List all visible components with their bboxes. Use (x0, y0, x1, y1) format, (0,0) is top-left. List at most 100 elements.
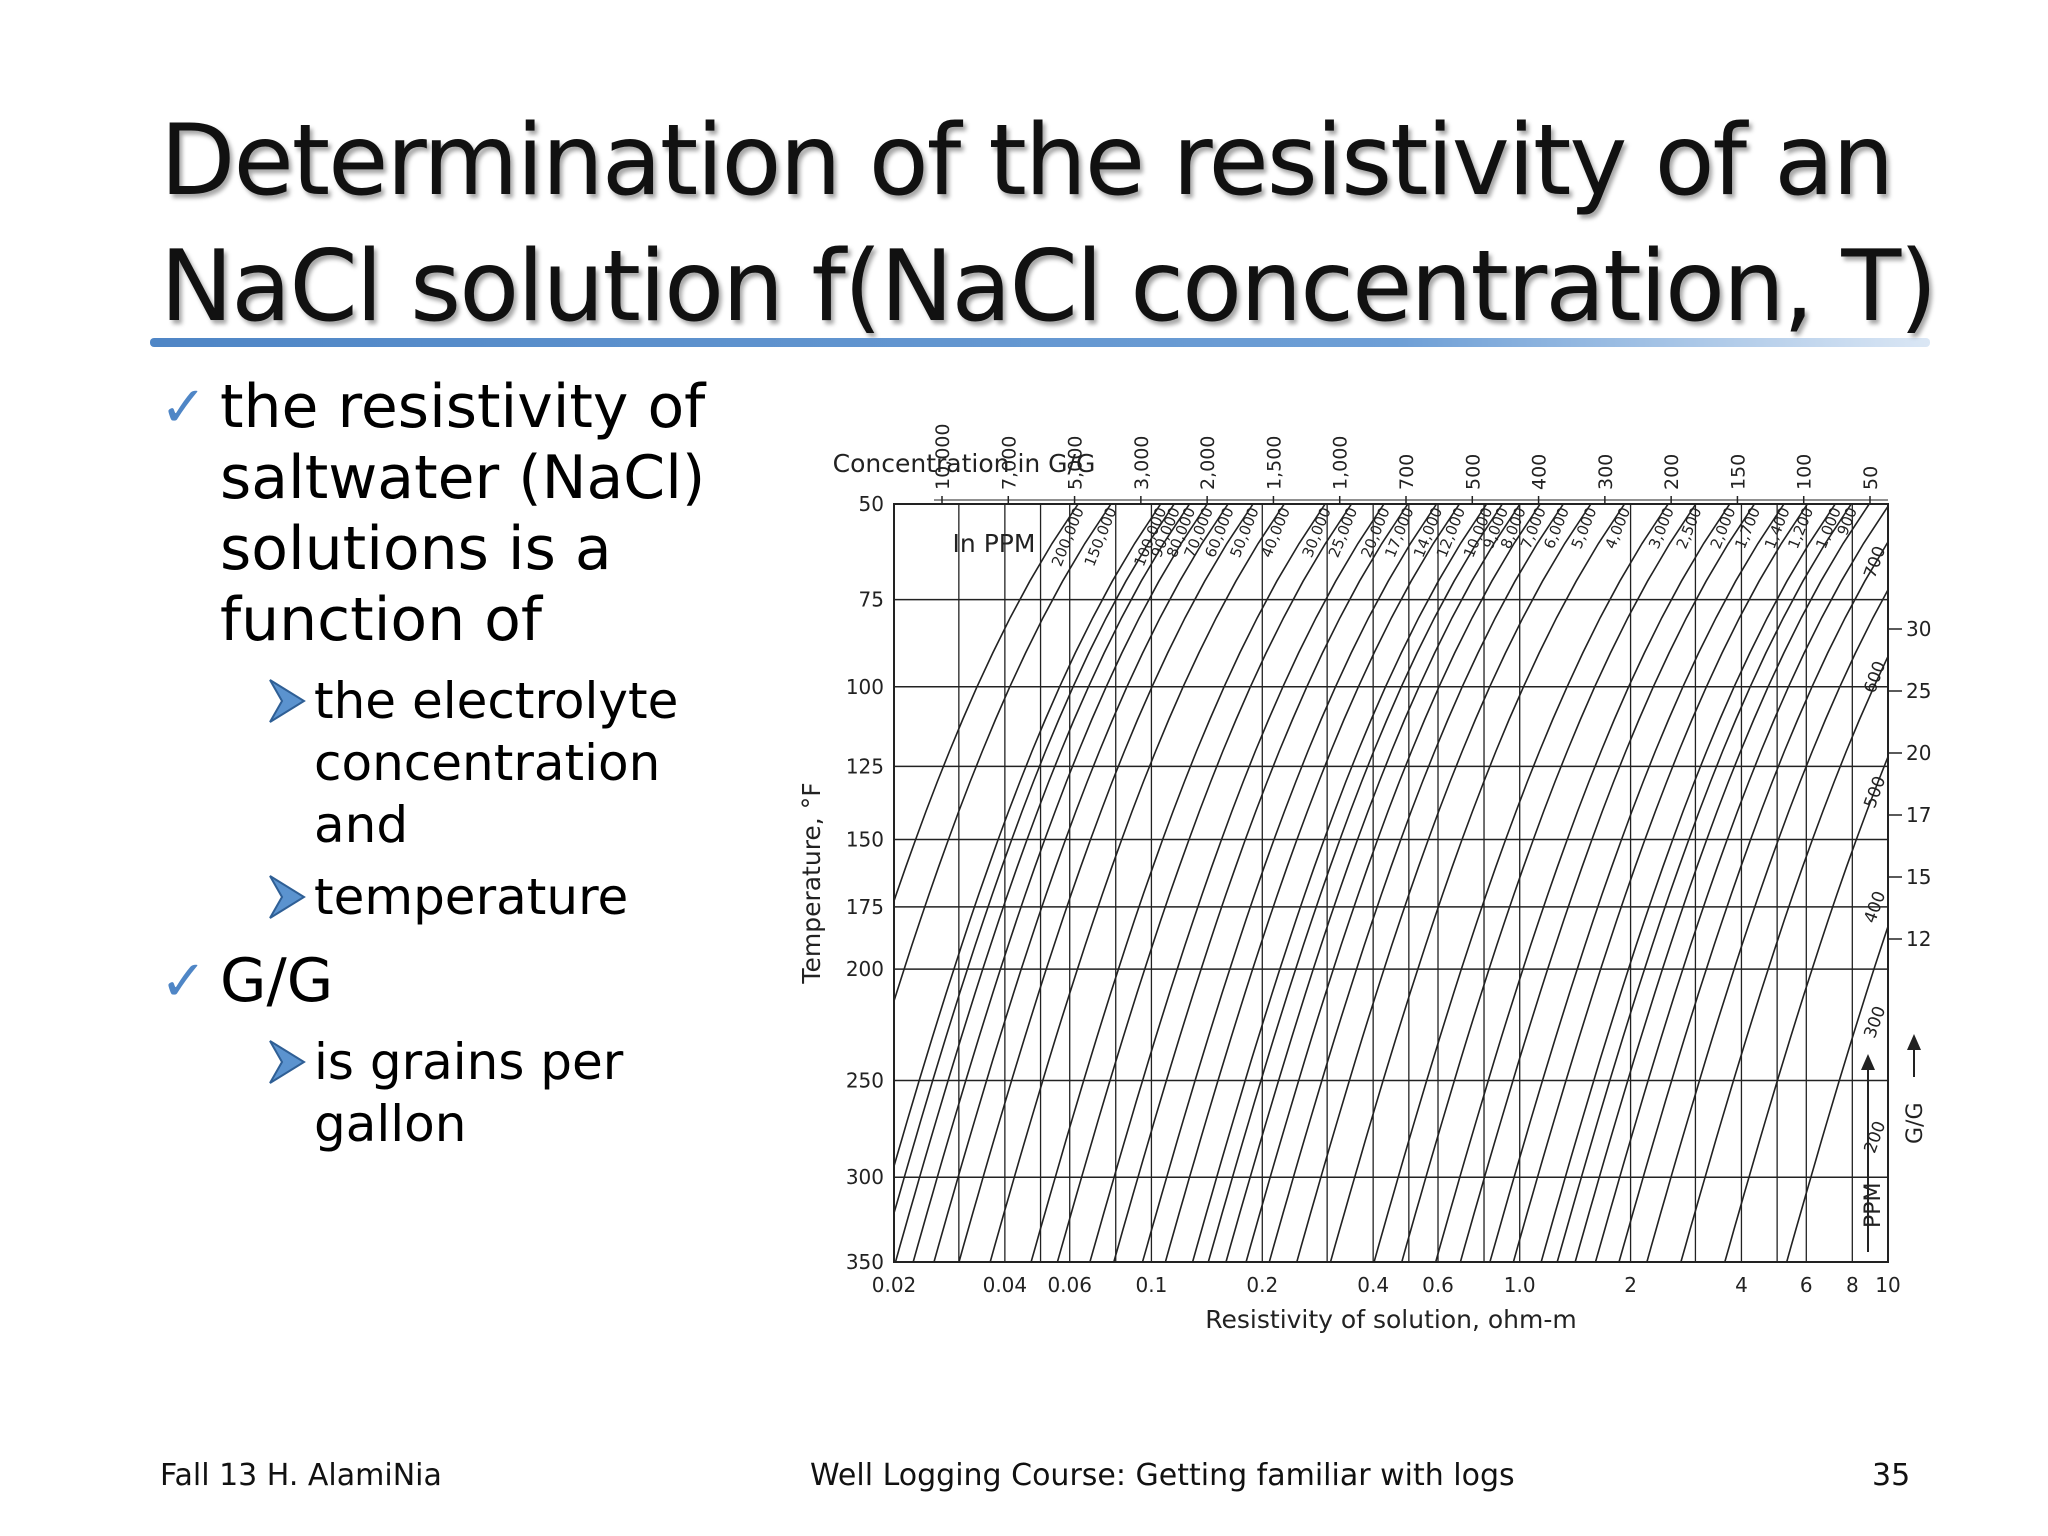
salinity-curve (1164, 504, 1461, 1262)
bullet-text: the resistivity of saltwater (NaCl) solu… (220, 372, 706, 655)
salinity-curve (1373, 504, 1669, 1262)
salinity-curve (1225, 504, 1521, 1262)
y-tick-label: 150 (846, 828, 884, 852)
concentration-tick-label: 400 (1529, 454, 1551, 490)
salinity-curve (1785, 923, 1888, 1262)
ppm-label: In PPM (953, 529, 1036, 558)
ppm-curve-label: 40,000 (1258, 505, 1294, 560)
y-tick-label: 175 (846, 895, 884, 919)
x-tick-label: 0.4 (1357, 1273, 1389, 1297)
sub-bullet-item: temperature (268, 866, 720, 928)
concentration-tick-label: 5,000 (1065, 436, 1087, 490)
title-underline (150, 338, 1930, 347)
salinity-curve (1207, 504, 1503, 1262)
x-tick-label: 0.2 (1246, 1273, 1278, 1297)
salinity-curve (894, 504, 1175, 1217)
salinity-curve (1618, 540, 1888, 1262)
bullet-list: ✓ the resistivity of saltwater (NaCl) so… (160, 372, 720, 1165)
salinity-curve (958, 504, 1254, 1262)
sub-bullet-text: the electrolyte concentration and (314, 672, 679, 854)
x-tick-label: 1.0 (1504, 1273, 1536, 1297)
concentration-tick-label: 100 (1794, 454, 1816, 490)
bullet-item: ✓ the resistivity of saltwater (NaCl) so… (160, 372, 720, 656)
arrow-bullet-icon (268, 1037, 306, 1099)
salinity-curve (1680, 654, 1888, 1262)
checkmark-icon: ✓ (160, 949, 207, 1014)
x-tick-label: 0.6 (1422, 1273, 1454, 1297)
x-tick-label: 0.04 (983, 1273, 1028, 1297)
arrow-bullet-icon (268, 676, 306, 738)
concentration-tick-label: 500 (1462, 454, 1484, 490)
salinity-curve (894, 504, 1112, 1004)
salinity-curve (894, 504, 1162, 1170)
concentration-tick-label: 2,000 (1197, 436, 1219, 490)
right-gg-label: 20 (1906, 741, 1931, 765)
y-tick-label: 50 (859, 492, 884, 516)
right-ppm-label: 400 (1860, 889, 1890, 926)
salinity-curve (1056, 504, 1353, 1262)
salinity-curve (894, 504, 1079, 904)
right-ppm-label: 300 (1860, 1004, 1890, 1041)
salinity-curve (1434, 504, 1731, 1262)
y-tick-label: 300 (846, 1165, 884, 1189)
salinity-curve (1089, 504, 1385, 1262)
right-gg-label: 12 (1906, 927, 1931, 951)
gg-arrow-label: G/G (1903, 1102, 1928, 1144)
x-tick-label: 4 (1735, 1273, 1748, 1297)
salinity-curve (1459, 504, 1756, 1262)
concentration-tick-label: 3,000 (1131, 436, 1153, 490)
title-line-2: NaCl solution f(NaCl concentration, T) (160, 230, 1937, 344)
salinity-curve (1113, 504, 1409, 1262)
salinity-curve (1646, 588, 1888, 1262)
right-gg-label: 25 (1906, 679, 1931, 703)
right-ppm-label: 200 (1860, 1119, 1890, 1156)
x-tick-label: 10 (1875, 1273, 1900, 1297)
x-tick-label: 0.1 (1136, 1273, 1168, 1297)
salinity-curve (1594, 504, 1888, 1262)
y-tick-label: 100 (846, 675, 884, 699)
salinity-curve (1245, 504, 1541, 1262)
title-line-1: Determination of the resistivity of an (160, 104, 1894, 218)
concentration-tick-label: 7,000 (998, 436, 1020, 490)
slide-number: 35 (1872, 1458, 1911, 1493)
salinity-curve (912, 504, 1208, 1262)
footer-left: Fall 13 H. AlamiNia (160, 1458, 442, 1493)
salinity-curve (1191, 504, 1488, 1262)
concentration-tick-label: 10,000 (932, 424, 954, 490)
salinity-curve (1556, 504, 1852, 1262)
concentration-tick-label: 1,500 (1263, 436, 1285, 490)
arrow-bullet-icon (268, 872, 306, 934)
ppm-arrow-head (1861, 1054, 1875, 1070)
bullet-text: G/G (220, 946, 334, 1016)
concentration-tick-label: 300 (1595, 454, 1617, 490)
right-ppm-label: 600 (1860, 659, 1890, 696)
y-tick-label: 250 (846, 1069, 884, 1093)
y-tick-label: 125 (846, 754, 884, 778)
salinity-curve (989, 504, 1285, 1262)
x-tick-label: 2 (1624, 1273, 1637, 1297)
salinity-curve (933, 504, 1229, 1262)
x-axis-title: Resistivity of solution, ohm-m (1205, 1305, 1576, 1334)
salinity-curve (1489, 504, 1785, 1262)
y-tick-label: 350 (846, 1250, 884, 1274)
salinity-curve (894, 504, 1191, 1262)
right-gg-label: 30 (1906, 617, 1931, 641)
x-tick-label: 0.06 (1047, 1273, 1092, 1297)
gg-arrow-head (1907, 1034, 1921, 1050)
concentration-tick-label: 700 (1396, 454, 1418, 490)
x-tick-label: 6 (1800, 1273, 1813, 1297)
right-ppm-label: 700 (1860, 544, 1890, 581)
sub-bullet-item: is grains per gallon (268, 1031, 720, 1155)
salinity-curve (1296, 504, 1592, 1262)
right-gg-label: 17 (1906, 803, 1931, 827)
salinity-curve (1512, 504, 1809, 1262)
y-tick-label: 75 (859, 588, 884, 612)
concentration-tick-label: 1,000 (1330, 436, 1352, 490)
salinity-curve (1574, 504, 1870, 1262)
y-axis-title: Temperature, °F (797, 782, 826, 984)
slide-title: Determination of the resistivity of an N… (160, 98, 1940, 350)
salinity-curve (1329, 504, 1626, 1262)
salinity-curve (1030, 504, 1326, 1262)
